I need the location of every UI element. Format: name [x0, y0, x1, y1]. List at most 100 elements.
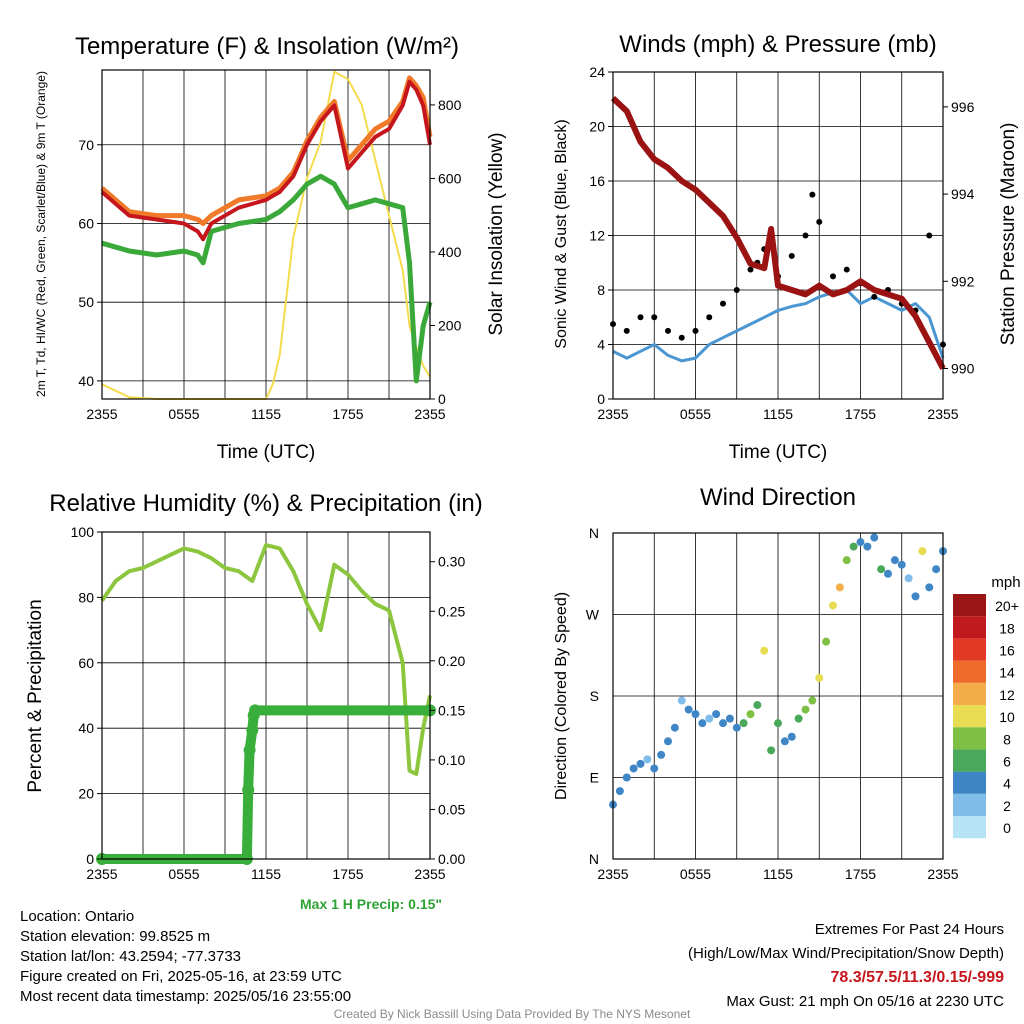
speed-legend-swatch	[953, 793, 986, 816]
humidity-y-tick-label: 60	[78, 655, 94, 671]
direction-point	[767, 746, 776, 755]
temperature-y-label: 2m T, Td, HI/WC (Red, Green, Scarlet/Blu…	[34, 71, 48, 397]
wind-direction-x-tick-label: 2355	[927, 866, 958, 882]
direction-point	[643, 755, 652, 764]
pressure-y-tick-label: 994	[951, 186, 975, 202]
precip-point	[246, 724, 259, 737]
pressure-y-tick-label: 996	[951, 99, 975, 115]
direction-point	[849, 542, 858, 551]
winds-y-tick-label: 20	[589, 119, 605, 135]
speed-legend-label: 0	[1003, 820, 1011, 836]
humidity-ticks: 2355 0555 1155 1755 23550204060801000.000.05…	[71, 524, 466, 882]
direction-point	[884, 569, 892, 578]
direction-point	[753, 701, 762, 710]
direction-point	[829, 601, 837, 610]
direction-point	[890, 556, 899, 565]
wind-direction-y-tick-label: N	[589, 851, 599, 867]
temperature-x-tick-label: 1755	[332, 406, 363, 422]
winds-x-tick-label: 1755	[845, 406, 876, 422]
direction-point	[760, 646, 769, 655]
wind-direction-plot-frame	[612, 532, 944, 860]
speed-legend-swatch	[953, 616, 986, 639]
direction-point	[670, 723, 679, 732]
direction-point	[822, 637, 831, 646]
precip-y-tick-label: 0.05	[438, 801, 465, 817]
recent-data-timestamp: Most recent data timestamp: 2025/05/16 2…	[20, 988, 352, 1005]
winds-y-tick-label: 12	[589, 228, 605, 244]
direction-point	[870, 533, 879, 542]
winds-x-tick-label: 1155	[763, 406, 793, 422]
pressure-y-tick-label: 992	[951, 273, 975, 289]
pressure-line	[610, 96, 946, 370]
precip-y-tick-label: 0.25	[438, 603, 465, 619]
direction-point	[664, 737, 672, 746]
credit-line: Created By Nick Bassill Using Data Provi…	[333, 1007, 691, 1021]
temperature-chart-title: Temperature (F) & Insolation (W/m²)	[75, 33, 459, 60]
humidity-x-tick-label: 2355	[414, 866, 445, 882]
speed-legend-swatch	[953, 705, 986, 728]
speed-legend-label: 4	[1003, 776, 1011, 792]
wind-direction-series	[609, 533, 947, 809]
winds-grid	[612, 71, 944, 400]
max-gust: Max Gust: 21 mph On 05/16 at 2230 UTC	[726, 993, 1004, 1010]
temperature-x-tick-label: 1155	[251, 406, 281, 422]
direction-point	[739, 719, 748, 728]
winds-chart-title: Winds (mph) & Pressure (mb)	[619, 31, 936, 58]
precip-y-tick-label: 0.00	[438, 851, 465, 867]
winds-y-tick-label: 24	[589, 64, 605, 80]
winds-x-tick-label: 2355	[597, 406, 628, 422]
direction-point	[746, 710, 755, 719]
station-location: Location: Ontario	[20, 908, 135, 925]
direction-point	[657, 750, 666, 759]
direction-point	[863, 542, 872, 551]
speed-legend-swatch	[953, 727, 986, 750]
humidity-x-tick-label: 1155	[251, 866, 281, 882]
direction-point	[698, 719, 707, 728]
winds-series	[610, 96, 946, 370]
wind-direction-y-tick-label: S	[590, 688, 599, 704]
gust-point	[747, 266, 754, 273]
humidity-x-tick-label: 2355	[86, 866, 117, 882]
direction-point	[712, 710, 721, 719]
extremes-title: Extremes For Past 24 Hours	[814, 921, 1004, 938]
direction-point	[815, 673, 824, 682]
humidity-y-tick-label: 40	[78, 720, 94, 736]
figure-created: Figure created on Fri, 2025-05-16, at 23…	[20, 968, 342, 985]
wind-direction-x-tick-label: 2355	[597, 866, 628, 882]
direction-point	[691, 710, 700, 719]
wind-direction-chart-title: Wind Direction	[700, 484, 856, 511]
extremes-values: 78.3/57.5/11.3/0.15/-999	[830, 969, 1004, 986]
gust-point	[706, 314, 713, 321]
wind-direction-y-tick-label: N	[589, 525, 599, 541]
wind-direction-x-tick-label: 1755	[845, 866, 876, 882]
winds-x-tick-label: 2355	[927, 406, 958, 422]
speed-legend-label: 12	[999, 687, 1015, 703]
precip-point	[242, 783, 255, 796]
temperature-x-label: Time (UTC)	[217, 442, 316, 463]
humidity-y-tick-label: 80	[78, 589, 94, 605]
humidity-y-tick-label: 0	[86, 851, 94, 867]
humidity-y-label: Percent & Precipitation	[25, 599, 46, 792]
wind-direction-x-tick-label: 0555	[680, 866, 711, 882]
direction-point	[911, 592, 920, 601]
speed-legend-swatch	[953, 638, 986, 661]
speed-legend-label: 16	[999, 643, 1015, 659]
direction-point	[615, 787, 624, 796]
solar-y-label: Solar Insolation (Yellow)	[486, 132, 507, 335]
gust-point	[665, 327, 671, 334]
pressure-y-label: Station Pressure (Maroon)	[998, 123, 1019, 346]
winds-panel: Winds (mph) & Pressure (mb) 2355 0555 1155…	[553, 31, 1019, 463]
solar-y-tick-label: 600	[438, 170, 462, 186]
direction-point	[774, 719, 782, 728]
gust-point	[871, 293, 878, 300]
gust-point	[830, 273, 836, 280]
gust-point	[623, 327, 630, 334]
gust-point	[809, 191, 816, 198]
direction-point	[877, 565, 886, 574]
direction-point	[677, 696, 686, 705]
direction-point	[719, 719, 727, 728]
wind-speed-line	[612, 288, 945, 363]
station-elevation: Station elevation: 99.8525 m	[20, 928, 211, 945]
